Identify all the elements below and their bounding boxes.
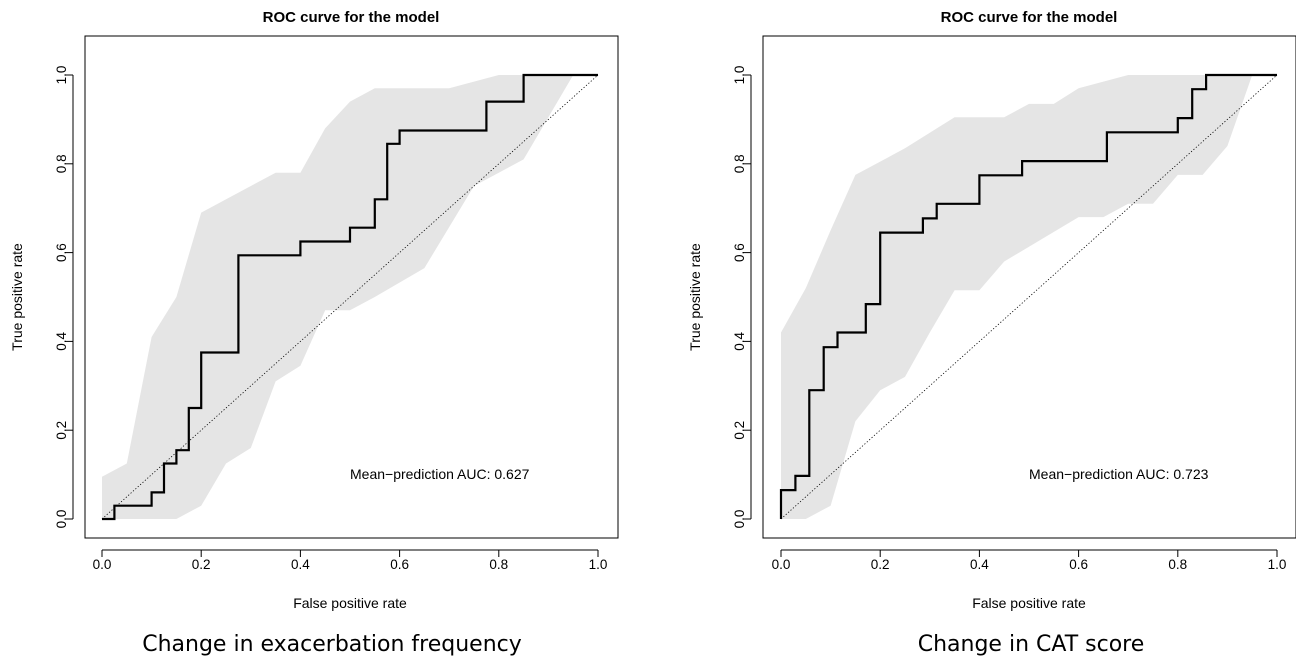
y-tick-label: 1.0 bbox=[732, 66, 747, 85]
auc-annotation: Mean−prediction AUC: 0.627 bbox=[350, 466, 530, 482]
y-tick-label: 0.4 bbox=[54, 332, 69, 351]
x-axis-label: False positive rate bbox=[293, 595, 407, 611]
roc-curve bbox=[779, 73, 1277, 519]
x-axis-label: False positive rate bbox=[972, 595, 1086, 611]
y-tick-label: 0.6 bbox=[732, 243, 747, 262]
y-tick-label: 0.4 bbox=[732, 332, 747, 351]
y-tick-label: 0.8 bbox=[732, 154, 747, 173]
roc-curve bbox=[102, 73, 598, 521]
y-tick-label: 0.0 bbox=[732, 510, 747, 529]
diagonal-reference-line bbox=[780, 74, 1278, 520]
x-tick-label: 0.8 bbox=[489, 557, 508, 572]
confidence-band bbox=[781, 75, 1253, 519]
x-tick-label: 0.4 bbox=[291, 557, 310, 572]
x-tick-label: 1.0 bbox=[589, 557, 608, 572]
panel-caption: Change in exacerbation frequency bbox=[142, 632, 522, 657]
panel-caption: Change in CAT score bbox=[918, 632, 1145, 657]
x-tick-label: 0.2 bbox=[192, 557, 211, 572]
y-axis-label: True positive rate bbox=[687, 243, 703, 351]
diagonal-reference-line bbox=[101, 74, 599, 520]
y-tick-label: 0.2 bbox=[732, 421, 747, 440]
x-tick-label: 0.4 bbox=[970, 557, 989, 572]
x-tick-label: 0.0 bbox=[772, 557, 791, 572]
plot-frame bbox=[84, 35, 619, 539]
y-axis-label: True positive rate bbox=[9, 243, 25, 351]
x-tick-label: 0.0 bbox=[93, 557, 112, 572]
auc-annotation: Mean−prediction AUC: 0.723 bbox=[1029, 466, 1209, 482]
chart-title: ROC curve for the model bbox=[941, 9, 1118, 26]
x-tick-label: 0.2 bbox=[871, 557, 890, 572]
plot-frame bbox=[762, 35, 1296, 539]
x-tick-label: 1.0 bbox=[1268, 557, 1287, 572]
y-tick-label: 0.6 bbox=[54, 243, 69, 262]
chart-panel-1: 0.0 0.2 0.4 0.6 0.8 1.0 0.0 0.2 0.4 0.6 0.8 1.0 ROC … bbox=[9, 9, 619, 657]
x-tick-label: 0.6 bbox=[1069, 557, 1088, 572]
x-tick-label: 0.6 bbox=[390, 557, 409, 572]
chart-panel-2: 0.0 0.2 0.4 0.6 0.8 1.0 0.0 0.2 0.4 0.6 0.8 1.0 ROC … bbox=[687, 9, 1296, 657]
y-tick-label: 0.0 bbox=[54, 510, 69, 529]
y-tick-label: 0.8 bbox=[54, 154, 69, 173]
y-tick-label: 1.0 bbox=[54, 66, 69, 85]
y-tick-label: 0.2 bbox=[54, 421, 69, 440]
chart-title: ROC curve for the model bbox=[263, 9, 440, 26]
x-tick-label: 0.8 bbox=[1168, 557, 1187, 572]
